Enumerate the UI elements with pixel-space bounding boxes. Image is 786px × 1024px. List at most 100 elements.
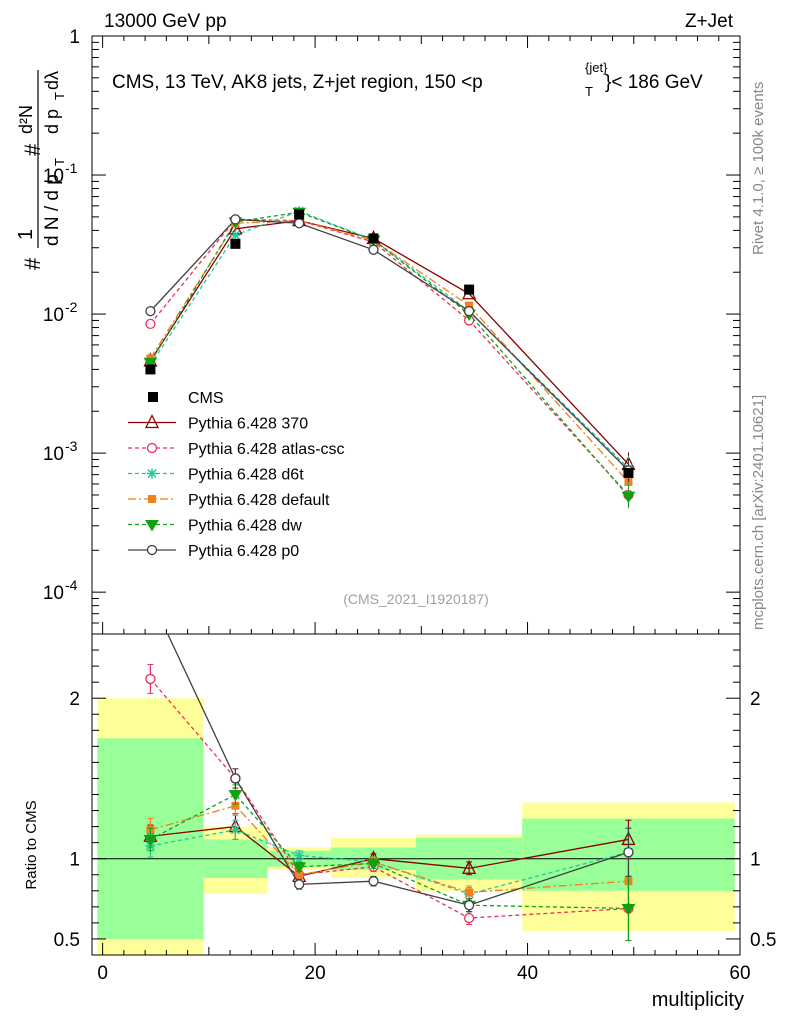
- main-y-tick-label: 10: [43, 305, 64, 326]
- ratio-point-series-5: [368, 876, 379, 887]
- x-axis-label: multiplicity: [652, 989, 744, 1011]
- main-y-axis-label: # 1 d N / d p T # d²N d p T dλ: [15, 70, 67, 270]
- legend-marker-data: [148, 392, 158, 402]
- main-point-data: [464, 284, 475, 295]
- ratio-line-series-3: [150, 805, 629, 894]
- legend-marker-3: [148, 495, 156, 503]
- main-point-data: [145, 364, 156, 375]
- legend-marker-4: [145, 520, 159, 532]
- main-point-series-1: [145, 318, 156, 330]
- ratio-point-series-3: [231, 801, 240, 810]
- main-point-series-5: [368, 244, 379, 255]
- main-point-data: [368, 233, 379, 244]
- svg-text:1: 1: [15, 229, 37, 240]
- main-line-series-5: [149, 218, 629, 471]
- main-series-layer: [143, 206, 636, 509]
- ratio-point-series-4: [366, 859, 381, 871]
- ratio-point-series-1: [463, 912, 475, 924]
- svg-text:dλ: dλ: [42, 71, 62, 90]
- main-point-data: [230, 238, 241, 249]
- main-point-series-4: [143, 357, 158, 370]
- main-point-data: [623, 467, 634, 478]
- ratio-point-series-2: [230, 824, 241, 835]
- main-y-tick-label: 10: [43, 444, 64, 465]
- ratio-line-series-0: [150, 825, 629, 878]
- star-stroke: [230, 230, 240, 240]
- ratio-point-series-4: [292, 862, 307, 874]
- legend-marker-0: [144, 414, 160, 429]
- main-y-tick-exp: -2: [65, 299, 78, 315]
- svg-text:d²N: d²N: [16, 105, 36, 134]
- legend-label-3: Pythia 6.428 default: [188, 492, 330, 509]
- legend-marker-2: [147, 468, 157, 479]
- legend-marker-5: [146, 544, 158, 556]
- ratio-y-tick-label-right: 2: [750, 689, 761, 710]
- title-main: CMS, 13 TeV, AK8 jets, Z+jet region, 150…: [112, 72, 483, 93]
- main-y-tick-exp: -1: [65, 160, 78, 176]
- ratio-point-series-4: [228, 790, 243, 802]
- star-stroke: [230, 825, 240, 835]
- ratio-line-series-4: [150, 793, 629, 910]
- title-sub: T: [585, 84, 593, 99]
- main-point-series-4: [621, 491, 636, 504]
- ratio-point-series-0: [462, 859, 477, 874]
- svg-text:d p: d p: [42, 109, 62, 134]
- star-stroke: [294, 850, 304, 861]
- header-left-label: 13000 GeV pp: [104, 11, 227, 32]
- ratio-y-tick-label: 0.5: [54, 930, 80, 951]
- ratio-y-tick-label: 2: [69, 689, 80, 710]
- main-point-series-5: [293, 218, 305, 229]
- ratio-point-series-3: [295, 870, 304, 879]
- star-stroke: [147, 468, 157, 479]
- legend-label-4: Pythia 6.428 dw: [188, 518, 302, 535]
- legend: CMS Pythia 6.428 370 Pythia 6.428 atlas-cs…: [128, 390, 345, 560]
- main-point-series-3: [465, 301, 474, 310]
- ratio-uncertainty-bands: [97, 698, 735, 955]
- x-tick-label-20: 20: [305, 963, 326, 984]
- rivet-label: Rivet 4.1.0, ≥ 100k events: [750, 82, 767, 255]
- legend-label-data: CMS: [188, 390, 224, 407]
- main-point-data: [294, 209, 305, 220]
- svg-text:#: #: [20, 257, 45, 270]
- ratio-line-series-2: [150, 829, 629, 895]
- ratio-point-series-5: [230, 773, 241, 784]
- main-line-series-4: [149, 211, 629, 497]
- svg-text:T: T: [52, 158, 67, 166]
- main-y-tick-label: 10: [43, 166, 64, 187]
- svg-text:d N / d p: d N / d p: [42, 174, 63, 246]
- header-right-label: Z+Jet: [685, 11, 734, 32]
- main-y-tick-label: 1: [69, 27, 80, 48]
- ratio-point-series-2: [294, 850, 305, 861]
- legend-label-1: Pythia 6.428 atlas-csc: [188, 441, 345, 458]
- main-y-tick-exp: -4: [65, 577, 78, 593]
- ratio-point-series-4: [621, 903, 636, 916]
- chart-title: CMS, 13 TeV, AK8 jets, Z+jet region, 150…: [112, 60, 703, 99]
- legend-label-5: Pythia 6.428 p0: [188, 543, 299, 560]
- main-point-series-5: [145, 305, 156, 317]
- legend-marker-1: [146, 442, 158, 454]
- x-tick-label-40: 40: [517, 963, 538, 984]
- main-line-series-1: [149, 218, 629, 496]
- x-tick-label-0: 0: [97, 963, 108, 984]
- ratio-y-axis-label: Ratio to CMS: [23, 800, 40, 889]
- main-point-series-2: [230, 230, 241, 241]
- ratio-point-series-4: [143, 834, 158, 847]
- title-tail: }< 186 GeV: [605, 72, 703, 93]
- ratio-series-layer: [143, 634, 636, 942]
- main-line-series-2: [149, 210, 629, 469]
- main-point-series-5: [230, 214, 241, 225]
- ratio-point-series-5: [623, 847, 634, 858]
- svg-text:T: T: [52, 92, 67, 100]
- legend-label-2: Pythia 6.428 d6t: [188, 467, 304, 484]
- svg-text:CMS, 13 TeV, AK8 jets, Z+jet r: CMS, 13 TeV, AK8 jets, Z+jet region, 150…: [112, 72, 483, 93]
- ratio-point-series-3: [465, 888, 474, 897]
- legend-label-0: Pythia 6.428 370: [188, 416, 308, 433]
- mcplots-label: mcplots.cern.ch [arXiv:2401.10621]: [750, 395, 767, 630]
- main-y-tick-exp: -3: [65, 438, 78, 454]
- ratio-point-series-1: [145, 673, 156, 685]
- ratio-y-tick-label: 1: [69, 850, 80, 871]
- svg-text:#: #: [20, 143, 45, 156]
- ratio-y-tick-label-right: 0.5: [750, 930, 776, 951]
